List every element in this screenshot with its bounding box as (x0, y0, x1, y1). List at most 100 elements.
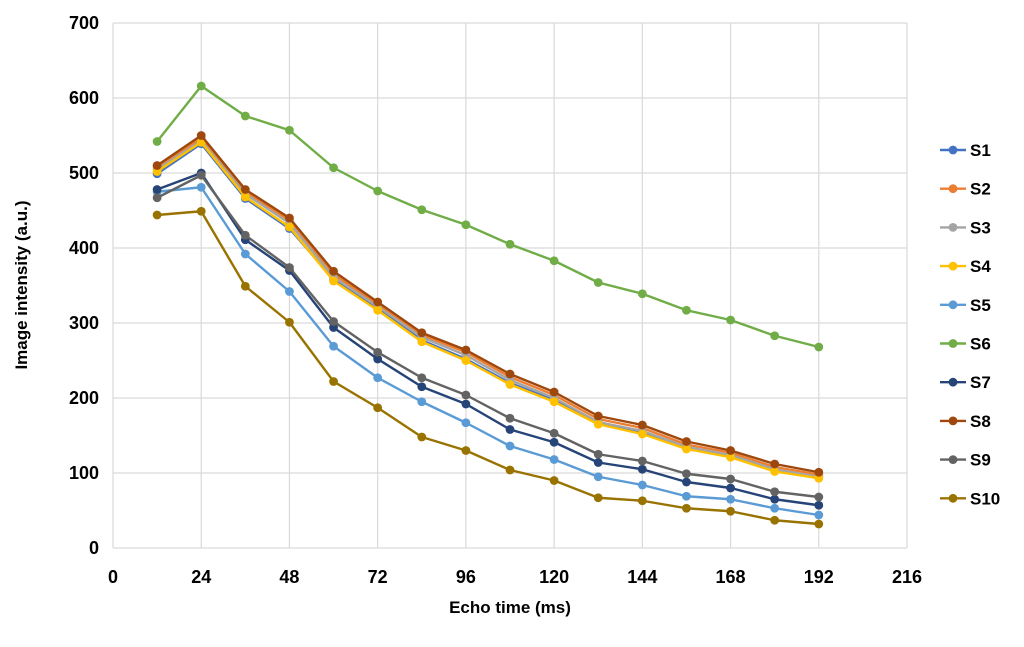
data-point-marker (461, 399, 471, 409)
legend-marker-swatch (948, 416, 958, 426)
data-point-marker (285, 125, 294, 135)
series-markers-S9 (152, 170, 824, 502)
data-point-marker (549, 428, 559, 438)
legend-marker-swatch (948, 377, 958, 387)
data-point-marker (461, 418, 471, 428)
data-point-marker (505, 413, 515, 423)
data-point-marker (505, 369, 515, 379)
data-point-marker (196, 170, 206, 180)
data-point-marker (152, 185, 162, 194)
series-markers-S6 (152, 81, 824, 352)
data-point-marker (593, 278, 603, 287)
data-point-marker (726, 315, 735, 325)
data-point-marker (549, 256, 559, 266)
data-point-marker (285, 222, 294, 232)
data-point-marker (637, 289, 647, 299)
series-line-S5 (155, 186, 820, 517)
series-markers-S8 (152, 131, 824, 477)
legend-label: S8 (970, 412, 991, 431)
data-point-marker (549, 476, 559, 485)
data-point-marker (196, 131, 206, 140)
data-point-marker (593, 449, 603, 459)
legend-marker-swatch (948, 455, 958, 464)
legend-marker-swatch (948, 300, 958, 310)
legend-label: S3 (970, 218, 991, 237)
series-line-S4 (155, 141, 820, 480)
x-tick-label: 24 (191, 567, 211, 587)
data-point-marker (373, 305, 383, 315)
data-point-marker (593, 419, 603, 429)
data-point-marker (240, 185, 250, 194)
data-point-marker (329, 341, 338, 351)
data-point-marker (329, 163, 338, 173)
data-point-marker (240, 111, 250, 121)
data-point-marker (814, 492, 824, 502)
legend: S1 S2 S3 S4 S5 S6 S7 S8 S9 S10 (940, 141, 1000, 508)
series-markers-S10 (152, 206, 824, 529)
series-line-S3 (155, 139, 820, 478)
legend-label: S1 (970, 141, 991, 160)
data-point-marker (285, 263, 294, 272)
x-tick-label: 72 (368, 567, 388, 587)
legend-label: S10 (970, 489, 1000, 508)
data-point-marker (637, 420, 647, 430)
x-tick-label: 120 (539, 567, 569, 587)
data-point-marker (152, 210, 162, 220)
series-line-S7 (155, 171, 820, 507)
data-point-marker (637, 496, 647, 506)
data-point-marker (770, 467, 780, 476)
series-line-S9 (155, 174, 820, 499)
data-point-marker (682, 491, 691, 501)
data-point-marker (682, 437, 691, 446)
data-point-marker (329, 377, 338, 386)
legend-label: S6 (970, 335, 991, 354)
data-point-marker (593, 472, 603, 482)
data-point-marker (240, 230, 250, 240)
data-point-marker (196, 182, 206, 192)
data-point-marker (637, 480, 647, 490)
data-point-marker (770, 515, 780, 525)
x-tick-label: 48 (279, 567, 299, 587)
data-point-marker (152, 161, 162, 170)
data-point-marker (770, 494, 780, 504)
data-point-marker (549, 455, 559, 464)
legend-marker-swatch (948, 184, 958, 194)
legend-item-S7: S7 (940, 373, 991, 392)
data-point-marker (549, 397, 559, 407)
data-point-marker (593, 493, 603, 503)
series-line-S10 (155, 210, 820, 526)
data-point-marker (417, 432, 427, 442)
data-point-marker (637, 429, 647, 439)
series-markers-S5 (152, 182, 824, 520)
gridlines (112, 22, 908, 549)
data-point-marker (505, 465, 515, 475)
data-point-marker (682, 503, 691, 513)
legend-label: S9 (970, 451, 991, 470)
data-point-marker (505, 425, 515, 434)
data-point-marker (461, 345, 471, 355)
data-point-marker (240, 281, 250, 291)
series-markers-S3 (152, 136, 824, 482)
data-point-marker (814, 510, 824, 520)
series-line-S1 (155, 142, 820, 478)
x-tick-label: 216 (892, 567, 922, 587)
data-point-marker (461, 356, 471, 365)
data-point-marker (814, 467, 824, 477)
legend-marker-swatch (948, 493, 958, 503)
y-tick-label: 100 (69, 463, 99, 483)
y-tick-label: 700 (69, 13, 99, 33)
data-point-marker (373, 373, 383, 383)
legend-item-S3: S3 (940, 218, 991, 237)
series-markers-S7 (152, 168, 824, 510)
series-markers-S2 (152, 134, 824, 479)
data-point-marker (726, 452, 735, 462)
data-point-marker (814, 519, 824, 529)
data-point-marker (285, 287, 294, 296)
data-point-marker (285, 317, 294, 327)
legend-label: S4 (970, 257, 991, 276)
x-tick-label: 0 (108, 567, 118, 587)
legend-marker-swatch (948, 261, 958, 271)
series-group (152, 81, 824, 529)
legend-item-S10: S10 (940, 489, 1000, 508)
